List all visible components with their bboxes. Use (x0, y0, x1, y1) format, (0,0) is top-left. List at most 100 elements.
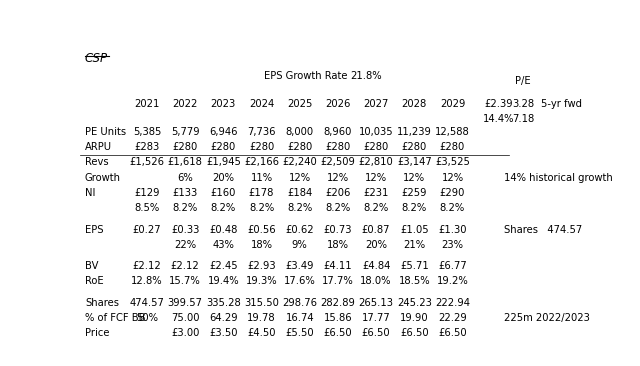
Text: 19.2%: 19.2% (436, 276, 468, 287)
Text: BV: BV (85, 261, 99, 271)
Text: 298.76: 298.76 (282, 298, 317, 308)
Text: 16.74: 16.74 (285, 313, 314, 323)
Text: 11%: 11% (250, 173, 273, 183)
Text: £206: £206 (325, 188, 351, 198)
Text: 12%: 12% (327, 173, 349, 183)
Text: £1,618: £1,618 (168, 157, 203, 168)
Text: 18%: 18% (250, 240, 273, 250)
Text: P/E: P/E (515, 76, 531, 86)
Text: 12%: 12% (289, 173, 311, 183)
Text: 18%: 18% (327, 240, 349, 250)
Text: 5-yr fwd: 5-yr fwd (541, 99, 582, 109)
Text: 5,385: 5,385 (132, 127, 161, 137)
Text: 20%: 20% (365, 240, 387, 250)
Text: £0.87: £0.87 (362, 225, 390, 235)
Text: 8.2%: 8.2% (364, 203, 388, 213)
Text: £2,240: £2,240 (282, 157, 317, 168)
Text: £280: £280 (287, 142, 312, 152)
Text: 12.8%: 12.8% (131, 276, 163, 287)
Text: £0.73: £0.73 (324, 225, 352, 235)
Text: 2029: 2029 (440, 99, 465, 109)
Text: £6.50: £6.50 (362, 328, 390, 338)
Text: £2.39: £2.39 (485, 99, 513, 109)
Text: £6.50: £6.50 (438, 328, 467, 338)
Text: £2.12: £2.12 (171, 261, 200, 271)
Text: £1.30: £1.30 (438, 225, 467, 235)
Text: £2,810: £2,810 (359, 157, 394, 168)
Text: £0.56: £0.56 (247, 225, 276, 235)
Text: 8,000: 8,000 (285, 127, 314, 137)
Text: 19.78: 19.78 (247, 313, 276, 323)
Text: £2.45: £2.45 (209, 261, 237, 271)
Text: 18.0%: 18.0% (360, 276, 392, 287)
Text: 335.28: 335.28 (206, 298, 241, 308)
Text: 2028: 2028 (402, 99, 427, 109)
Text: £4.84: £4.84 (362, 261, 390, 271)
Text: EPS Growth Rate: EPS Growth Rate (264, 71, 348, 81)
Text: £129: £129 (134, 188, 160, 198)
Text: £259: £259 (401, 188, 427, 198)
Text: 17.6%: 17.6% (284, 276, 316, 287)
Text: 21.8%: 21.8% (350, 71, 382, 81)
Text: 265.13: 265.13 (358, 298, 394, 308)
Text: £5.71: £5.71 (400, 261, 429, 271)
Text: Shares: Shares (85, 298, 119, 308)
Text: Shares   474.57: Shares 474.57 (504, 225, 582, 235)
Text: £3.00: £3.00 (171, 328, 199, 338)
Text: 43%: 43% (212, 240, 234, 250)
Text: £4.11: £4.11 (324, 261, 352, 271)
Text: £0.27: £0.27 (132, 225, 161, 235)
Text: 21%: 21% (403, 240, 426, 250)
Text: 19.90: 19.90 (400, 313, 429, 323)
Text: 22%: 22% (174, 240, 196, 250)
Text: 19.4%: 19.4% (207, 276, 239, 287)
Text: 14.4%: 14.4% (483, 114, 515, 124)
Text: £160: £160 (211, 188, 236, 198)
Text: 8.2%: 8.2% (440, 203, 465, 213)
Text: £280: £280 (173, 142, 198, 152)
Text: 8.2%: 8.2% (211, 203, 236, 213)
Text: 20%: 20% (212, 173, 234, 183)
Text: 7,736: 7,736 (247, 127, 276, 137)
Text: PE Units: PE Units (85, 127, 126, 137)
Text: £3.50: £3.50 (209, 328, 237, 338)
Text: £0.33: £0.33 (171, 225, 199, 235)
Text: 8.2%: 8.2% (325, 203, 351, 213)
Text: 8.2%: 8.2% (173, 203, 198, 213)
Text: £280: £280 (364, 142, 388, 152)
Text: 23%: 23% (442, 240, 463, 250)
Text: 5,779: 5,779 (171, 127, 200, 137)
Text: 12%: 12% (365, 173, 387, 183)
Text: Growth: Growth (85, 173, 121, 183)
Text: 12%: 12% (442, 173, 463, 183)
Text: £280: £280 (325, 142, 351, 152)
Text: £2,166: £2,166 (244, 157, 279, 168)
Text: £280: £280 (249, 142, 274, 152)
Text: 315.50: 315.50 (244, 298, 279, 308)
Text: £0.48: £0.48 (209, 225, 237, 235)
Text: RoE: RoE (85, 276, 104, 287)
Text: 18.5%: 18.5% (399, 276, 430, 287)
Text: 7.18: 7.18 (512, 114, 534, 124)
Text: £2,509: £2,509 (321, 157, 355, 168)
Text: 8,960: 8,960 (324, 127, 352, 137)
Text: £133: £133 (173, 188, 198, 198)
Text: £280: £280 (402, 142, 427, 152)
Text: 2027: 2027 (364, 99, 388, 109)
Text: 8.5%: 8.5% (134, 203, 159, 213)
Text: £290: £290 (440, 188, 465, 198)
Text: CSP: CSP (85, 52, 108, 66)
Text: EPS: EPS (85, 225, 104, 235)
Text: £2.12: £2.12 (132, 261, 161, 271)
Text: £5.50: £5.50 (285, 328, 314, 338)
Text: £1,526: £1,526 (129, 157, 164, 168)
Text: 10,035: 10,035 (359, 127, 394, 137)
Text: £3,525: £3,525 (435, 157, 470, 168)
Text: 2025: 2025 (287, 99, 312, 109)
Text: 19.3%: 19.3% (246, 276, 277, 287)
Text: £280: £280 (211, 142, 236, 152)
Text: £2.93: £2.93 (247, 261, 276, 271)
Text: 2022: 2022 (172, 99, 198, 109)
Text: 2026: 2026 (325, 99, 351, 109)
Text: £0.62: £0.62 (285, 225, 314, 235)
